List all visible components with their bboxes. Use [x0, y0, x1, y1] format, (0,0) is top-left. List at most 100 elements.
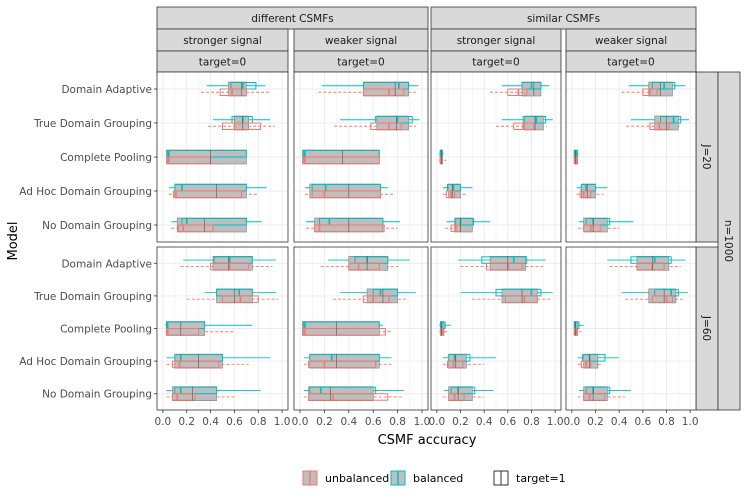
- x-tick-label: 0.2: [587, 416, 604, 428]
- x-tick-label: 1.0: [414, 416, 431, 428]
- x-axis-labels: 0.0 0.2 0.4 0.6 0.8 1.0 0.0 0.2 0.4 0.6 0.8 1.00.0 0…: [155, 410, 699, 428]
- panel-6: [293, 246, 429, 411]
- unbalanced-box: [177, 224, 214, 232]
- x-tick-label: 0.2: [316, 416, 333, 428]
- strip-weaker-signal-2-label: weaker signal: [595, 35, 667, 47]
- legend-label-target1: target=1: [516, 472, 566, 485]
- x-tick-label: 0.2: [178, 416, 195, 428]
- balanced-box: [522, 116, 547, 124]
- panel-7: [430, 246, 562, 411]
- unbalanced-box: [222, 122, 262, 130]
- box-true-domain-grouping: [332, 288, 416, 304]
- box-domain-adaptive: [180, 255, 277, 271]
- box-true-domain-grouping: [208, 115, 275, 131]
- box-no-domain-grouping: [303, 386, 404, 402]
- box-no-domain-grouping: [577, 386, 631, 402]
- x-tick-label: 0.6: [634, 416, 651, 428]
- y-axis-labels: Domain Adaptive True Domain Grouping Compl…: [19, 84, 157, 401]
- x-tick-label: 0.0: [563, 416, 580, 428]
- unbalanced-box: [311, 190, 382, 198]
- balanced-box: [174, 386, 218, 395]
- y-tick-label: No Domain Grouping: [42, 220, 152, 232]
- y-tick-label: True Domain Grouping: [33, 291, 152, 303]
- unbalanced-box: [308, 393, 389, 401]
- box-true-domain-grouping: [621, 288, 688, 304]
- unbalanced-box: [173, 190, 243, 198]
- panel-3: [430, 71, 562, 243]
- x-tick-label: 0.8: [389, 416, 406, 428]
- panel-1: [156, 71, 289, 243]
- y-tick-label: Domain Adaptive: [61, 258, 152, 270]
- unbalanced-box: [303, 156, 380, 164]
- balanced-box: [181, 218, 247, 226]
- box-true-domain-grouping: [334, 115, 420, 131]
- box-ad-hoc-domain-grouping: [303, 353, 392, 369]
- strip-target-2-label: target=0: [337, 57, 384, 69]
- box-no-domain-grouping: [171, 217, 262, 233]
- x-tick-label: 0.6: [499, 416, 516, 428]
- box-true-domain-grouping: [496, 115, 553, 131]
- x-tick-label: 0.8: [658, 416, 675, 428]
- x-tick-label: 0.4: [202, 416, 219, 428]
- strip-stronger-signal-2-label: stronger signal: [457, 35, 536, 47]
- box-complete-pooling: [439, 321, 452, 336]
- strip-similar-csmfs: [430, 6, 697, 30]
- unbalanced-box: [348, 262, 380, 271]
- strip-similar-csmfs-label: similar CSMFs: [527, 13, 600, 25]
- box-domain-adaptive: [458, 255, 546, 271]
- y-tick-label: Complete Pooling: [60, 324, 152, 336]
- x-tick-label: 0.4: [340, 416, 357, 428]
- box-complete-pooling: [165, 321, 253, 336]
- box-true-domain-grouping: [460, 288, 553, 304]
- x-tick-label: 1.0: [547, 416, 564, 428]
- box-no-domain-grouping: [166, 386, 261, 402]
- x-tick-label: 0.8: [250, 416, 267, 428]
- unbalanced-box: [165, 328, 200, 336]
- strip-n1000: [717, 71, 741, 411]
- y-tick-label: No Domain Grouping: [42, 389, 152, 401]
- box-true-domain-grouping: [186, 288, 279, 304]
- box-ad-hoc-domain-grouping: [576, 183, 608, 199]
- unbalanced-box: [370, 122, 402, 130]
- box-complete-pooling: [166, 149, 247, 165]
- box-domain-adaptive: [201, 81, 271, 97]
- y-tick-label: Ad Hoc Domain Grouping: [19, 186, 152, 198]
- box-complete-pooling: [573, 149, 579, 165]
- unbalanced-box: [579, 190, 592, 198]
- unbalanced-box: [583, 224, 601, 232]
- strip-j20-label: J=20: [700, 143, 712, 169]
- box-complete-pooling: [302, 149, 380, 165]
- unbalanced-box: [362, 295, 390, 303]
- y-tick-label: Complete Pooling: [60, 152, 152, 164]
- box-complete-pooling: [439, 149, 447, 165]
- panel-border: [293, 246, 429, 411]
- x-tick-label: 0.2: [452, 416, 469, 428]
- x-tick-label: 1.0: [274, 416, 291, 428]
- unbalanced-box: [651, 295, 673, 303]
- unbalanced-box: [171, 360, 220, 369]
- unbalanced-box: [507, 88, 528, 96]
- box-ad-hoc-domain-grouping: [442, 353, 496, 369]
- panel-border: [565, 246, 697, 411]
- box-no-domain-grouping: [577, 217, 634, 233]
- unbalanced-box: [303, 328, 386, 336]
- unbalanced-box: [446, 360, 464, 369]
- panels-group: [156, 71, 697, 411]
- strip-j60-label: J=60: [700, 315, 712, 341]
- legend: unbalanced balanced target=1: [302, 470, 566, 486]
- unbalanced-box: [362, 88, 405, 96]
- box-no-domain-grouping: [306, 217, 401, 233]
- box-complete-pooling: [573, 321, 584, 336]
- strip-target-1-label: target=0: [199, 57, 246, 69]
- x-tick-label: 0.0: [155, 416, 172, 428]
- strip-different-csmfs-label: different CSMFs: [251, 13, 334, 25]
- unbalanced-box: [448, 393, 465, 401]
- box-ad-hoc-domain-grouping: [442, 183, 473, 199]
- x-tick-label: 0.0: [292, 416, 309, 428]
- balanced-box: [660, 116, 682, 124]
- box-no-domain-grouping: [442, 386, 494, 402]
- box-ad-hoc-domain-grouping: [166, 353, 271, 369]
- box-ad-hoc-domain-grouping: [577, 353, 620, 369]
- x-tick-label: 0.4: [611, 416, 628, 428]
- x-tick-label: 0.6: [365, 416, 382, 428]
